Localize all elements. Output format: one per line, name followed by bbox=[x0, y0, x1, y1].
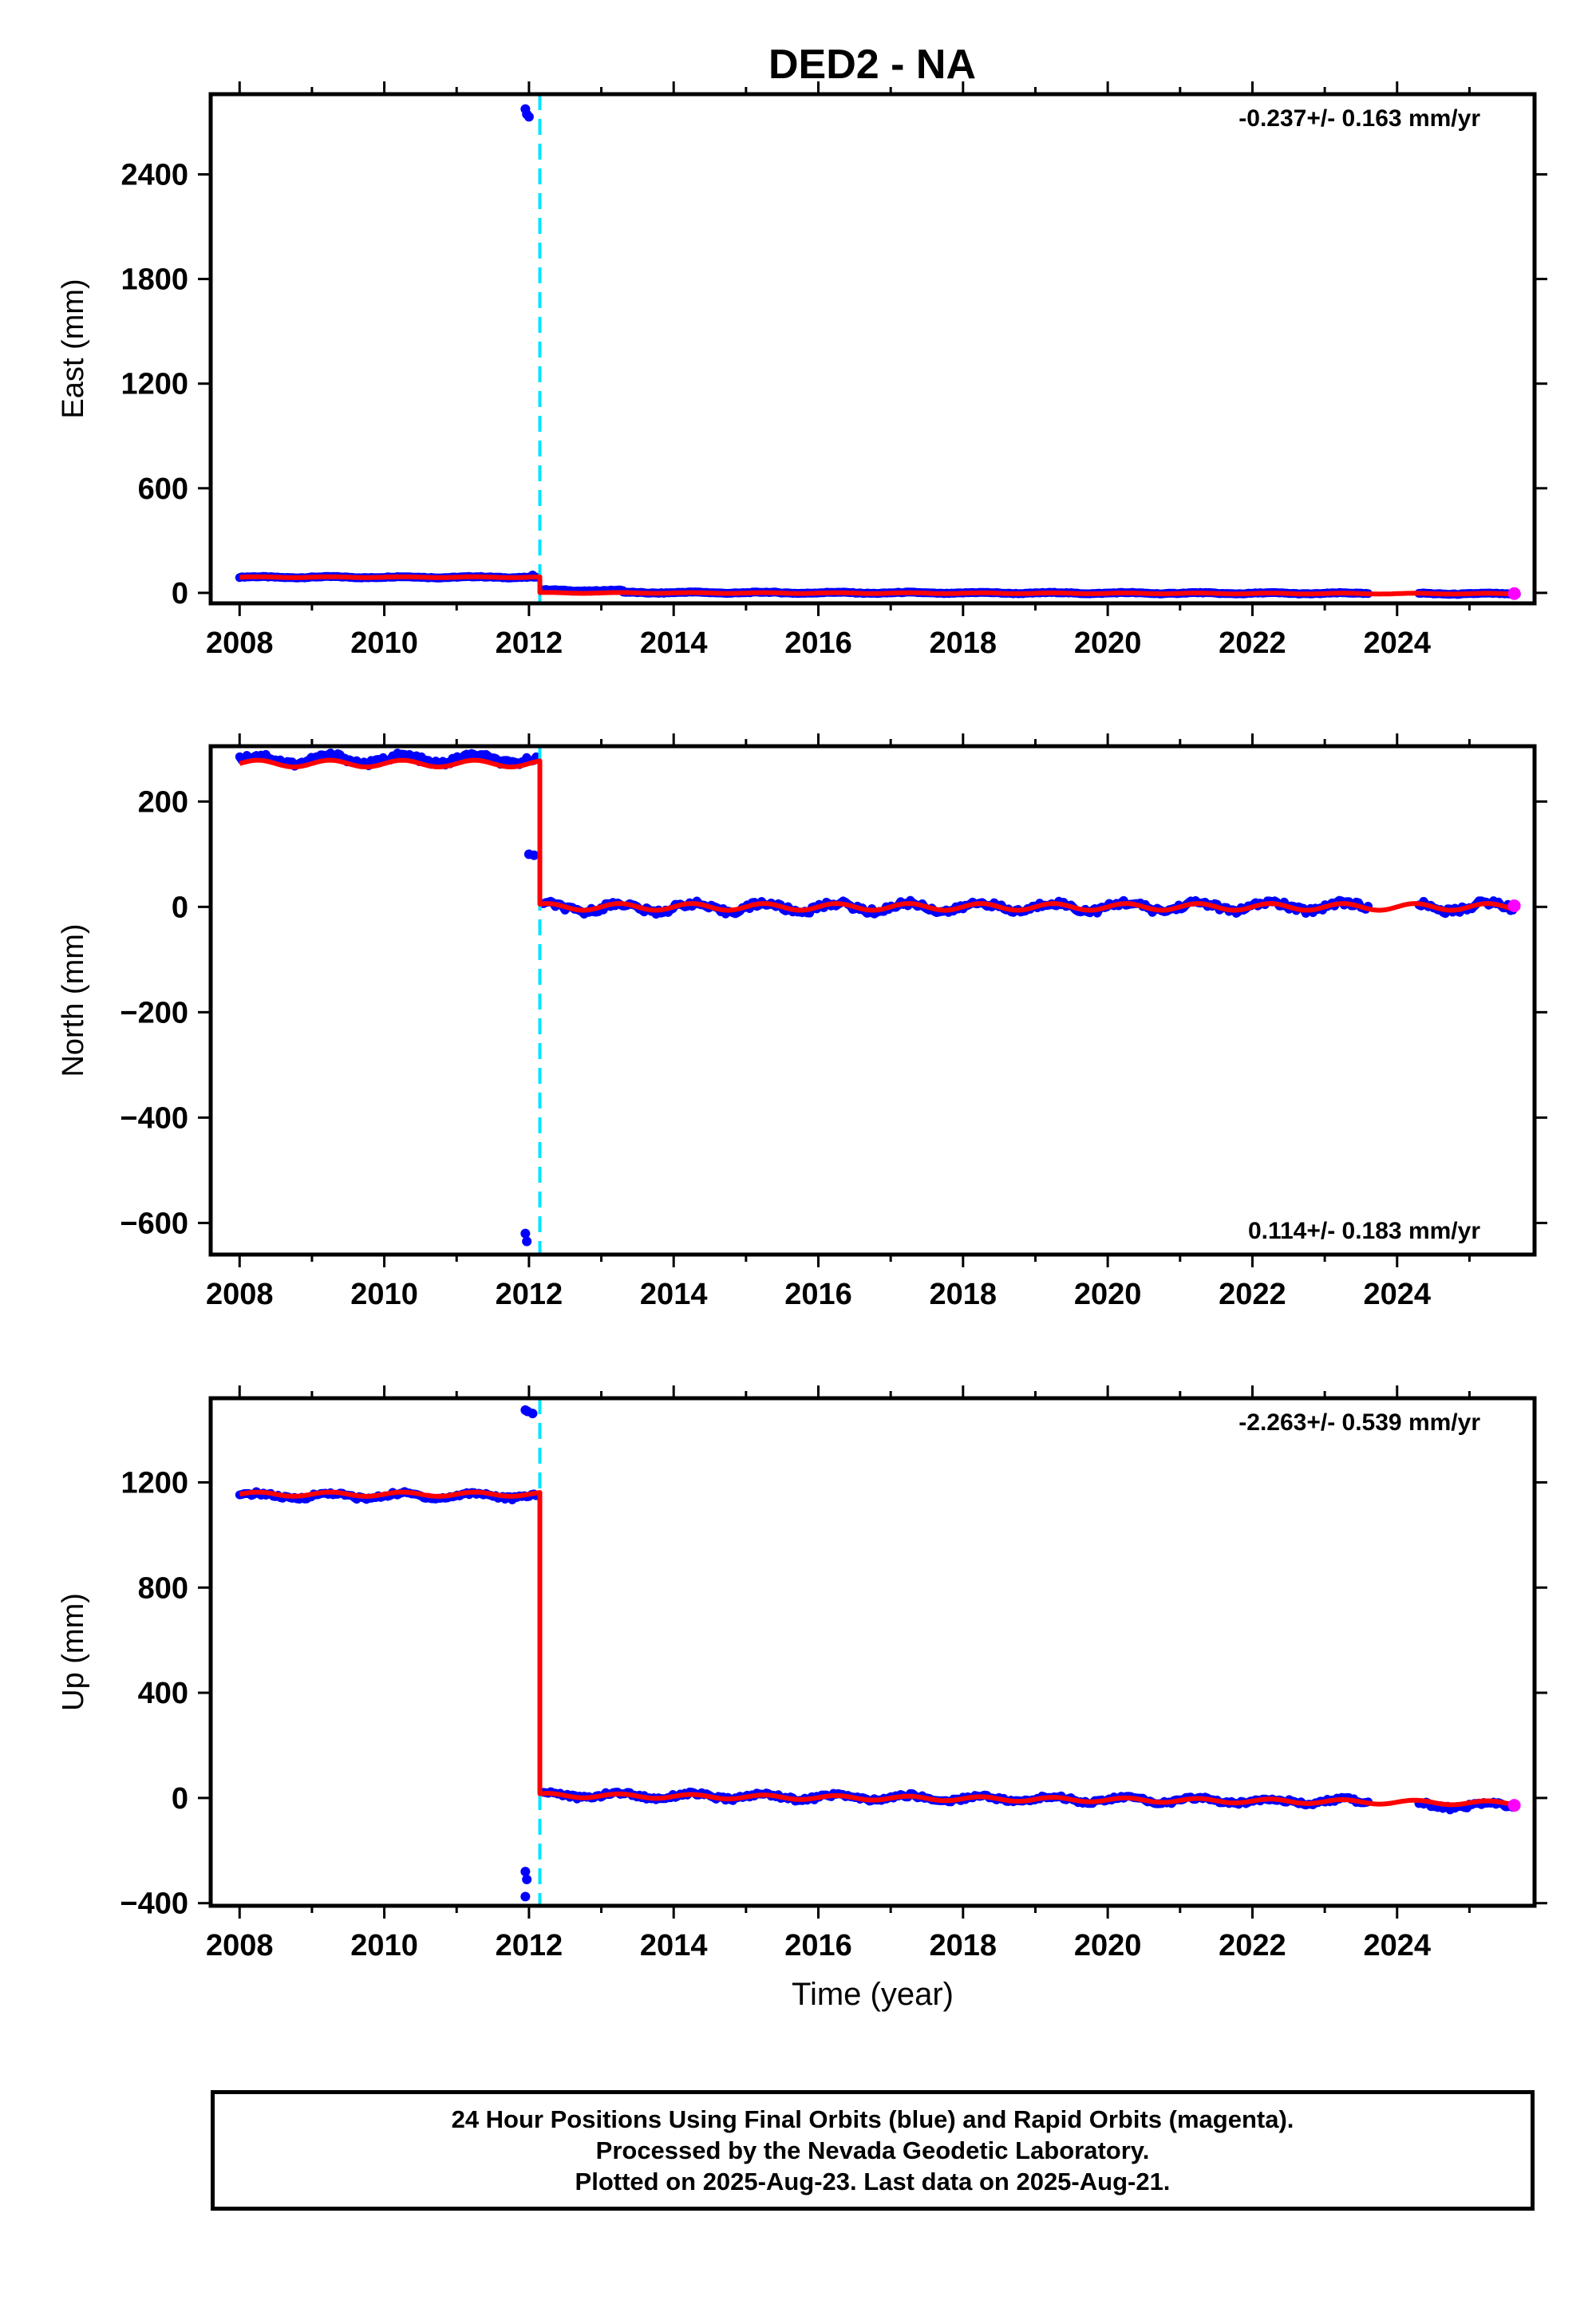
north-data bbox=[235, 746, 1521, 1255]
y-tick-label: −200 bbox=[120, 996, 188, 1030]
outlier-point bbox=[522, 1875, 532, 1885]
x-tick-label: 2010 bbox=[350, 626, 418, 660]
x-tick-label: 2008 bbox=[206, 626, 274, 660]
outlier-point bbox=[529, 850, 539, 860]
x-tick-label: 2014 bbox=[640, 1278, 708, 1311]
rapid-orbit-point bbox=[1507, 1799, 1521, 1812]
up-axis-label: Up (mm) bbox=[57, 1593, 90, 1711]
model-fit-line bbox=[239, 1489, 1517, 1808]
up-frame bbox=[208, 1396, 1537, 1908]
y-tick-label: 1800 bbox=[120, 263, 188, 297]
x-tick-label: 2020 bbox=[1074, 1929, 1142, 1962]
north-axis-label: North (mm) bbox=[57, 923, 90, 1077]
x-tick-label: 2012 bbox=[496, 1278, 563, 1311]
outlier-point bbox=[520, 1228, 531, 1239]
x-tick-label: 2008 bbox=[206, 1929, 274, 1962]
y-tick-label: −400 bbox=[120, 1101, 188, 1135]
x-tick-label: 2014 bbox=[640, 1929, 708, 1962]
east-panel: 2008 2010 2012 2014 2016 2018 2020 2022 2024 0 600… bbox=[57, 81, 1547, 660]
up-data bbox=[235, 1398, 1521, 1906]
x-tick-label: 2020 bbox=[1074, 626, 1142, 660]
y-tick-label: 600 bbox=[138, 472, 188, 506]
x-tick-label: 2016 bbox=[784, 1929, 852, 1962]
x-tick-label: 2018 bbox=[930, 1278, 998, 1311]
x-tick-label: 2012 bbox=[496, 626, 563, 660]
x-tick-label: 2018 bbox=[930, 1929, 998, 1962]
x-tick-label: 2024 bbox=[1363, 1278, 1431, 1311]
x-tick-label: 2018 bbox=[930, 626, 998, 660]
y-tick-label: 400 bbox=[138, 1677, 188, 1710]
east-frame bbox=[208, 92, 1537, 606]
velocity-label: -2.263+/- 0.539 mm/yr bbox=[1238, 1409, 1480, 1436]
east-axis-label: East (mm) bbox=[57, 279, 90, 418]
y-tick-label: 2400 bbox=[120, 159, 188, 192]
outlier-point bbox=[522, 1236, 532, 1247]
x-tick-label: 2014 bbox=[640, 626, 708, 660]
rapid-orbit-point bbox=[1507, 587, 1521, 600]
processing-note-line3: Plotted on 2025-Aug-23. Last data on 202… bbox=[575, 2168, 1171, 2195]
processing-note-line2: Processed by the Nevada Geodetic Laborat… bbox=[595, 2136, 1150, 2164]
x-tick-label: 2022 bbox=[1219, 1929, 1286, 1962]
chart-title: DED2 - NA bbox=[768, 41, 976, 88]
x-tick-label: 2008 bbox=[206, 1278, 274, 1311]
x-axis-label: Time (year) bbox=[792, 1977, 954, 2012]
east-data bbox=[235, 94, 1521, 603]
y-tick-label: −600 bbox=[120, 1207, 188, 1240]
x-tick-label: 2016 bbox=[784, 626, 852, 660]
x-tick-label: 2010 bbox=[350, 1929, 418, 1962]
outlier-point bbox=[523, 112, 534, 122]
y-tick-label: 0 bbox=[172, 1782, 188, 1816]
outlier-point bbox=[520, 1867, 531, 1877]
up-panel: 2008 2010 2012 2014 2016 2018 2020 2022 2024 −400… bbox=[57, 1385, 1547, 2012]
processing-note-line1: 24 Hour Positions Using Final Orbits (bl… bbox=[451, 2105, 1294, 2133]
velocity-label: 0.114+/- 0.183 mm/yr bbox=[1248, 1218, 1480, 1244]
x-tick-label: 2016 bbox=[784, 1278, 852, 1311]
x-tick-label: 2024 bbox=[1363, 626, 1431, 660]
outlier-point bbox=[520, 1891, 531, 1902]
processing-note: 24 Hour Positions Using Final Orbits (bl… bbox=[211, 2090, 1535, 2211]
north-panel: 2008 2010 2012 2014 2016 2018 2020 2022 2024 −600… bbox=[57, 733, 1547, 1311]
x-tick-label: 2010 bbox=[350, 1278, 418, 1311]
velocity-label: -0.237+/- 0.163 mm/yr bbox=[1238, 105, 1480, 132]
north-frame bbox=[208, 744, 1537, 1257]
outlier-point bbox=[527, 1409, 538, 1419]
y-tick-label: 0 bbox=[172, 577, 188, 611]
y-tick-label: 1200 bbox=[120, 368, 188, 401]
y-tick-label: 200 bbox=[138, 785, 188, 819]
model-fit-line bbox=[239, 757, 1517, 913]
y-tick-label: 800 bbox=[138, 1571, 188, 1605]
x-tick-label: 2022 bbox=[1219, 1278, 1286, 1311]
x-tick-label: 2012 bbox=[496, 1929, 563, 1962]
y-tick-label: −400 bbox=[120, 1887, 188, 1921]
y-tick-label: 1200 bbox=[120, 1466, 188, 1500]
x-tick-label: 2020 bbox=[1074, 1278, 1142, 1311]
model-fit-line bbox=[239, 574, 1517, 597]
x-tick-label: 2024 bbox=[1363, 1929, 1431, 1962]
y-tick-label: 0 bbox=[172, 891, 188, 924]
rapid-orbit-point bbox=[1507, 899, 1521, 913]
x-tick-label: 2022 bbox=[1219, 626, 1286, 660]
